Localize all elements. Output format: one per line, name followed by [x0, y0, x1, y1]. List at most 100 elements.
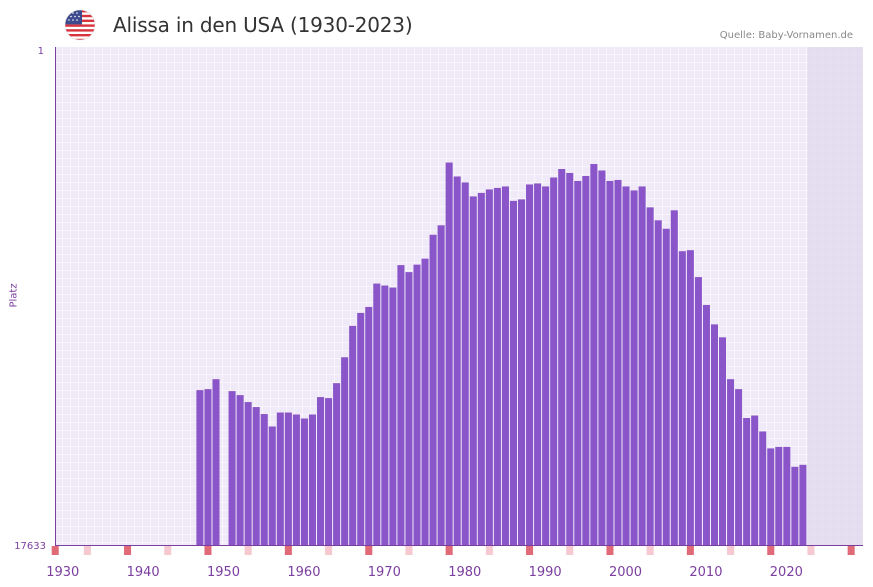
bar-1995: [582, 175, 590, 546]
tick-2013: [727, 546, 735, 555]
bar-1971: [389, 287, 397, 545]
bar-1979: [453, 176, 461, 546]
x-tick-label-1970: 1970: [368, 565, 401, 580]
x-tick-label-1940: 1940: [127, 565, 160, 580]
bar-2006: [670, 210, 678, 545]
x-tick-label-2020: 2020: [770, 565, 803, 580]
bar-1958: [284, 412, 292, 545]
bar-1989: [534, 183, 542, 545]
bar-1996: [590, 164, 598, 545]
bar-2022: [799, 464, 807, 545]
tick-1998: [606, 546, 614, 555]
source-label: Quelle: Baby-Vornamen.de: [719, 30, 853, 41]
tick-1978: [445, 546, 453, 555]
tick-1953: [244, 546, 252, 555]
bar-2002: [638, 186, 646, 545]
y-axis-title: Platz: [8, 283, 20, 308]
bar-2010: [702, 304, 710, 545]
bar-1968: [365, 306, 373, 545]
bar-1984: [493, 187, 501, 545]
bar-2013: [727, 379, 735, 545]
bar-2016: [751, 415, 759, 545]
tick-1963: [325, 546, 333, 555]
bar-2012: [719, 337, 727, 545]
bar-1969: [373, 283, 381, 545]
bar-2017: [759, 431, 767, 545]
bar-1952: [236, 395, 244, 545]
bar-1980: [461, 182, 469, 545]
future-region: [807, 47, 863, 545]
tick-2023: [807, 546, 815, 555]
bar-1973: [405, 272, 413, 545]
bar-1949: [212, 379, 220, 545]
us-flag-icon: [64, 9, 96, 41]
bar-1982: [477, 192, 485, 545]
tick-1938: [124, 546, 132, 555]
bar-1987: [518, 199, 526, 545]
bar-1947: [196, 390, 204, 545]
bar-1991: [550, 177, 558, 546]
y-axis-bottom-label: 17633: [14, 541, 46, 552]
bar-2004: [654, 220, 662, 546]
tick-1933: [83, 546, 91, 555]
bar-2000: [622, 186, 630, 545]
tick-1973: [405, 546, 413, 555]
bar-1962: [317, 397, 325, 545]
bar-1951: [228, 391, 236, 545]
x-tick-label-1980: 1980: [448, 565, 481, 580]
bar-1974: [413, 264, 421, 545]
tick-2003: [646, 546, 654, 555]
x-tick-label-2000: 2000: [609, 565, 642, 580]
bar-2001: [630, 190, 638, 546]
bar-1960: [300, 418, 308, 545]
bar-2021: [791, 466, 799, 545]
bar-1998: [606, 180, 614, 545]
bar-1959: [292, 414, 300, 545]
x-tick-labels: 1930 1940 1950 1960 1970 1980 1990 2000 2010 2020: [46, 565, 803, 580]
bar-series: [196, 162, 807, 546]
bar-2008: [686, 250, 694, 545]
tick-1988: [526, 546, 534, 555]
bar-1997: [598, 170, 606, 545]
x-tick-label-1960: 1960: [287, 565, 320, 580]
bar-1993: [566, 172, 574, 546]
tick-1948: [204, 546, 212, 555]
x-tick-label-1930: 1930: [46, 565, 79, 580]
tick-2018: [767, 546, 775, 555]
bar-1948: [204, 389, 212, 545]
tick-1929: [51, 546, 59, 555]
bar-1965: [341, 357, 349, 545]
bar-2019: [775, 446, 783, 545]
bar-1972: [397, 265, 405, 545]
bar-1994: [574, 180, 582, 545]
bar-1975: [421, 258, 429, 545]
tick-2008: [686, 546, 694, 555]
tick-1958: [284, 546, 292, 555]
bar-1956: [268, 426, 276, 545]
bar-1967: [357, 312, 365, 545]
page-title: Alissa in den USA (1930-2023): [113, 13, 413, 37]
tick-1943: [164, 546, 172, 555]
bar-2003: [646, 207, 654, 546]
bar-1983: [485, 189, 493, 545]
bar-2018: [767, 448, 775, 545]
bar-1990: [542, 186, 550, 545]
x-tick-label-1990: 1990: [529, 565, 562, 580]
tick-1993: [566, 546, 574, 555]
bar-1964: [333, 383, 341, 545]
bar-1954: [252, 407, 260, 545]
bar-1953: [244, 402, 252, 545]
tick-1968: [365, 546, 373, 555]
tick-2028: [847, 546, 855, 555]
bar-1977: [437, 225, 445, 545]
bar-1981: [469, 196, 477, 545]
bar-1963: [325, 398, 333, 545]
bar-2014: [735, 389, 743, 545]
bar-1985: [501, 186, 509, 545]
bar-1966: [349, 325, 357, 545]
bar-2015: [743, 418, 751, 545]
x-tick-marks: [51, 546, 855, 555]
bar-2009: [694, 277, 702, 545]
x-tick-label-1950: 1950: [207, 565, 240, 580]
